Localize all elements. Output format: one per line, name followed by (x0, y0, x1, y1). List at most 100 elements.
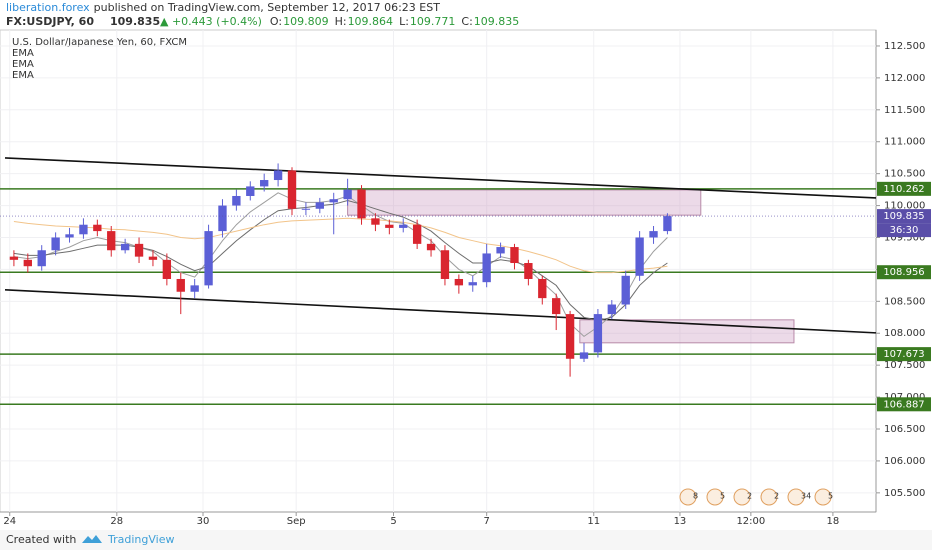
header: liberation.forex published on TradingVie… (6, 1, 440, 28)
candle-body (65, 234, 74, 238)
last-price-box (877, 209, 931, 224)
last-price: 109.835 (110, 15, 160, 28)
level-label: 110.262 (883, 184, 924, 195)
level-label-box (877, 265, 931, 280)
event-label: 34 (801, 492, 811, 501)
candle-body (371, 218, 380, 225)
candle-body (565, 314, 575, 359)
change: ▲ +0.443 (+0.4%) (160, 15, 262, 28)
candle-body (579, 352, 589, 359)
candle-body (426, 243, 436, 251)
zone (347, 189, 702, 216)
candle-body (246, 186, 255, 196)
ohlc-key: H: (335, 15, 347, 28)
y-tick-label: 108.500 (884, 296, 925, 307)
candle-body (23, 259, 32, 267)
event-label: 5 (720, 492, 725, 501)
legend-entry: EMA (12, 59, 34, 70)
candle-body (315, 202, 324, 209)
ohlc-key: O: (270, 15, 282, 28)
level-label: 107.673 (883, 349, 924, 360)
ohlc-value: 109.809 (283, 15, 329, 28)
candle-body (357, 189, 366, 219)
symbol: FX:USDJPY, 60 (6, 15, 94, 28)
event-label: 2 (774, 492, 779, 501)
level-label-box (877, 347, 931, 362)
candle-body (440, 250, 450, 279)
event-marker (787, 488, 805, 506)
candle-body (204, 231, 213, 286)
x-tick-label: 18 (827, 516, 840, 527)
event-marker (733, 488, 751, 506)
legend-title: U.S. Dollar/Japanese Yen, 60, FXCM (12, 37, 187, 48)
footer-bar (0, 530, 932, 550)
candle-body (607, 304, 616, 315)
level-label-box (877, 181, 931, 196)
candle-body (79, 224, 88, 235)
y-tick-label: 110.500 (884, 169, 925, 180)
candle-body (232, 195, 241, 206)
candle-body (649, 231, 658, 238)
candle-body (51, 237, 60, 251)
candle-body (343, 189, 352, 200)
author[interactable]: liberation.forex (6, 1, 90, 14)
event-marker (706, 488, 724, 506)
candle-body (538, 278, 547, 299)
candle-body (107, 231, 116, 251)
y-tick-label: 109.500 (884, 232, 925, 243)
x-tick-label: 11 (587, 516, 600, 527)
candle-body (510, 247, 519, 264)
y-tick-label: 108.000 (884, 328, 925, 339)
event-label: 8 (693, 492, 698, 501)
ohlc-value: 109.771 (410, 15, 456, 28)
event-marker (814, 488, 832, 506)
candle-body (482, 253, 491, 283)
level-label-box (877, 397, 931, 412)
y-tick-label: 111.000 (884, 137, 925, 148)
candle-body (273, 170, 283, 181)
candle-body (621, 275, 630, 305)
event-label: 2 (747, 492, 752, 501)
candle-body (468, 282, 477, 286)
trendline (4, 289, 877, 334)
level-label: 106.887 (883, 399, 924, 410)
published: published on TradingView.com, September … (94, 1, 441, 14)
candle-body (301, 208, 311, 210)
candle-body (218, 205, 227, 232)
x-tick-label: Sep (287, 516, 306, 527)
y-tick-label: 112.000 (884, 73, 925, 84)
candle-body (399, 224, 408, 228)
candle-body (412, 224, 422, 244)
candle-body (190, 285, 199, 292)
created-with: Created with (6, 533, 76, 546)
x-tick-label: 30 (197, 516, 210, 527)
y-tick-label: 112.500 (884, 41, 925, 52)
ohlc-key: L: (399, 15, 409, 28)
candle-body (176, 278, 185, 292)
y-tick-label: 106.500 (884, 424, 925, 435)
candle-body (134, 243, 144, 257)
candle-body (385, 224, 394, 228)
ohlc-value: 109.835 (474, 15, 520, 28)
event-marker (760, 488, 778, 506)
candle-body (9, 256, 19, 260)
candle-body (524, 263, 533, 279)
legend-entry: EMA (12, 70, 34, 81)
brand[interactable]: TradingView (107, 533, 174, 546)
candle-body (93, 224, 102, 232)
countdown-box (877, 223, 931, 238)
x-tick-label: 5 (390, 516, 396, 527)
event-marker (679, 488, 697, 506)
ema-line (13, 217, 668, 274)
event-label: 5 (828, 492, 833, 501)
candle-body (162, 259, 172, 279)
legend-entry: EMA (12, 48, 34, 59)
x-tick-label: 7 (483, 516, 489, 527)
candle-body (454, 278, 464, 286)
last-price-label: 109.835 (883, 211, 924, 222)
countdown: 36:30 (890, 225, 919, 236)
y-tick-label: 107.500 (884, 360, 925, 371)
x-tick-label: 13 (674, 516, 687, 527)
candle-body (635, 237, 644, 276)
